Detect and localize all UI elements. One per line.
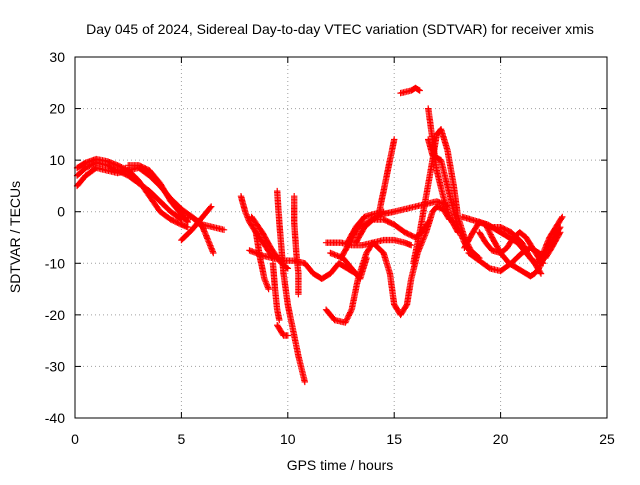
chart-title: Day 045 of 2024, Sidereal Day-to-day VTE… bbox=[86, 21, 594, 37]
x-tick-label: 25 bbox=[599, 431, 615, 447]
y-tick-label: -40 bbox=[45, 410, 65, 426]
series-markers bbox=[269, 260, 283, 324]
axis-ticks: 0 5 10 15 20 25 -40 -30 -20 -10 0 10 20 30 bbox=[45, 49, 615, 447]
series-markers bbox=[274, 187, 308, 386]
x-axis-label: GPS time / hours bbox=[287, 457, 394, 473]
series-markers bbox=[274, 322, 291, 339]
series-markers bbox=[73, 155, 191, 231]
series-sat-e bbox=[178, 203, 215, 244]
series-sat-m bbox=[291, 193, 302, 298]
plot-frame bbox=[74, 56, 608, 419]
series-markers bbox=[125, 162, 191, 226]
y-tick-label: 20 bbox=[49, 101, 65, 117]
data-series bbox=[73, 84, 566, 386]
series-markers bbox=[291, 193, 302, 298]
y-tick-label: -30 bbox=[45, 358, 65, 374]
series-sat-j bbox=[274, 187, 308, 386]
series-sat-ad bbox=[486, 213, 566, 267]
series-markers bbox=[486, 213, 566, 267]
x-tick-label: 20 bbox=[493, 431, 509, 447]
x-tick-label: 5 bbox=[178, 431, 186, 447]
series-markers bbox=[178, 203, 215, 244]
series-markers bbox=[252, 229, 272, 293]
series-sat-y bbox=[425, 136, 474, 257]
x-tick-label: 10 bbox=[280, 431, 296, 447]
series-sat-k bbox=[269, 260, 283, 324]
series-sat-l bbox=[274, 322, 291, 339]
series-sat-u bbox=[376, 136, 398, 215]
y-tick-label: -20 bbox=[45, 307, 65, 323]
series-markers bbox=[397, 84, 423, 97]
series-sat-i bbox=[252, 229, 272, 293]
x-tick-label: 0 bbox=[71, 431, 79, 447]
x-tick-label: 15 bbox=[386, 431, 402, 447]
series-sat-c bbox=[73, 155, 191, 231]
y-axis-label: SDTVAR / TECUs bbox=[7, 181, 23, 293]
series-sat-d bbox=[125, 162, 191, 226]
series-markers bbox=[425, 136, 474, 257]
series-markers bbox=[376, 136, 398, 215]
y-tick-label: 10 bbox=[49, 152, 65, 168]
y-tick-label: 0 bbox=[57, 204, 65, 220]
y-tick-label: 30 bbox=[49, 49, 65, 65]
y-tick-label: -10 bbox=[45, 255, 65, 271]
series-sat-v bbox=[397, 84, 423, 97]
